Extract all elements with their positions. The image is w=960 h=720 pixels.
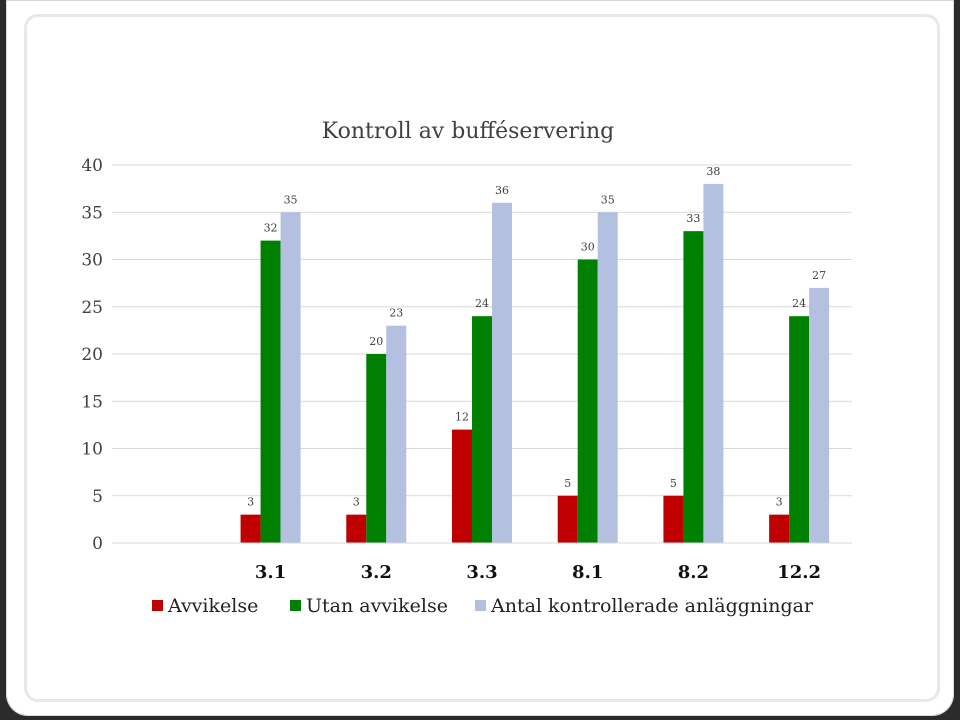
data-label: 35 <box>284 193 298 206</box>
bar-antal-kontrollerade-anläggningar-3.1 <box>280 212 301 543</box>
bar-utan-avvikelse-3.3 <box>472 316 492 543</box>
y-tick-label: 35 <box>81 203 103 223</box>
bar-avvikelse-3.1 <box>240 514 261 543</box>
x-tick-label: 12.2 <box>777 562 821 583</box>
x-tick-label: 3.1 <box>255 562 286 583</box>
bars <box>240 183 830 544</box>
bar-avvikelse-8.2 <box>663 495 684 543</box>
data-label: 20 <box>369 335 383 348</box>
legend-label: Antal kontrollerade anläggningar <box>490 595 814 617</box>
bar-utan-avvikelse-8.1 <box>577 259 598 543</box>
legend-swatch <box>290 600 301 611</box>
legend-label: Avvikelse <box>167 595 258 617</box>
data-label: 36 <box>495 184 509 197</box>
data-label: 35 <box>601 193 615 206</box>
bar-antal-kontrollerade-anläggningar-8.1 <box>597 212 618 543</box>
data-label: 3 <box>776 496 783 509</box>
bar-avvikelse-12.2 <box>769 514 790 543</box>
data-label: 38 <box>706 165 720 178</box>
y-tick-label: 25 <box>81 298 103 318</box>
legend-swatch <box>152 600 163 611</box>
data-label: 32 <box>264 222 278 235</box>
bar-antal-kontrollerade-anläggningar-3.2 <box>386 325 407 543</box>
bar-antal-kontrollerade-anläggningar-8.2 <box>703 183 724 543</box>
x-tick-label: 3.2 <box>361 562 392 583</box>
x-tick-label: 8.1 <box>572 562 603 583</box>
y-tick-label: 0 <box>92 534 103 554</box>
data-label: 5 <box>670 477 677 490</box>
bar-avvikelse-3.2 <box>346 514 367 543</box>
data-label: 24 <box>475 297 489 310</box>
y-tick-label: 15 <box>81 392 103 412</box>
data-label: 5 <box>564 477 571 490</box>
bar-antal-kontrollerade-anläggningar-3.3 <box>492 202 512 544</box>
data-label: 3 <box>353 496 360 509</box>
data-label: 30 <box>581 241 595 254</box>
y-axis: 0 5 10 15 20 25 30 35 40 <box>81 156 103 554</box>
y-tick-label: 30 <box>81 251 103 271</box>
slide-frame <box>24 14 940 702</box>
bar-utan-avvikelse-3.1 <box>260 240 281 543</box>
data-label: 3 <box>247 496 254 509</box>
bar-avvikelse-3.3 <box>452 429 472 543</box>
y-tick-label: 10 <box>81 440 103 460</box>
bar-utan-avvikelse-3.2 <box>366 354 387 543</box>
data-label: 12 <box>455 411 469 424</box>
bar-avvikelse-8.1 <box>557 495 578 543</box>
x-tick-label: 8.2 <box>678 562 709 583</box>
bar-antal-kontrollerade-anläggningar-12.2 <box>809 287 830 543</box>
data-label: 27 <box>812 269 826 282</box>
y-tick-label: 20 <box>81 345 103 365</box>
bar-utan-avvikelse-12.2 <box>789 316 810 543</box>
data-label: 33 <box>686 212 700 225</box>
data-labels: 3 32 35 3 20 23 12 24 36 5 30 35 5 33 38 3 24 27 <box>247 165 826 509</box>
x-axis: 3.1 3.2 3.3 8.1 8.2 12.2 <box>112 542 852 583</box>
bar-utan-avvikelse-8.2 <box>683 231 704 543</box>
data-label: 23 <box>389 307 403 320</box>
legend: Avvikelse Utan avvikelse Antal kontrollera… <box>152 595 814 617</box>
x-tick-label: 3.3 <box>466 562 497 583</box>
y-tick-label: 40 <box>81 156 103 176</box>
legend-swatch <box>475 600 486 611</box>
data-label: 24 <box>792 297 806 310</box>
legend-label: Utan avvikelse <box>306 595 448 617</box>
y-tick-label: 5 <box>92 487 103 507</box>
chart-title: Kontroll av bufféservering <box>322 119 614 144</box>
